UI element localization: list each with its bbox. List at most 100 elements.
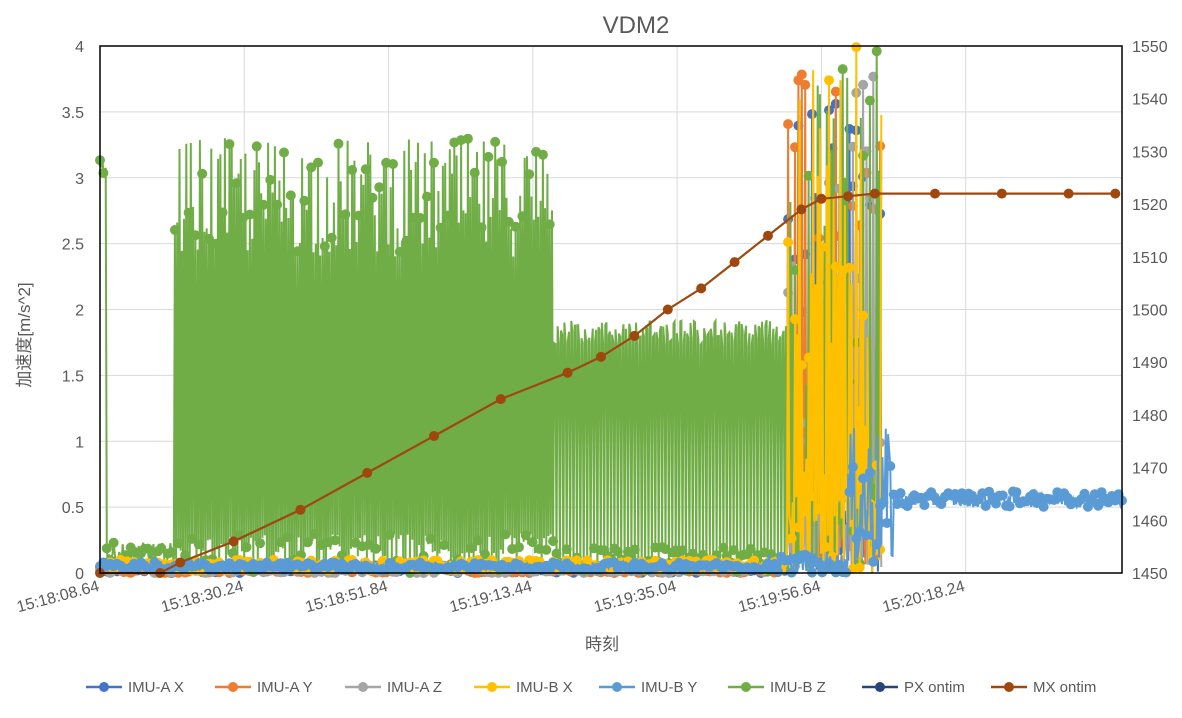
y-axis-ticks: 0 0.5 1 1.5 2 2.5 3 3.5 4 (62, 39, 84, 583)
data-point (790, 314, 800, 325)
data-point (786, 533, 797, 544)
data-point (847, 461, 858, 472)
data-point (353, 210, 364, 221)
data-point (696, 283, 707, 294)
data-point (544, 219, 555, 230)
legend-label: MX ontim (1033, 679, 1096, 696)
data-point (466, 543, 477, 553)
x-tick-label: 15:18:08.64 (15, 578, 101, 616)
y-tick-label: 4 (75, 39, 84, 56)
data-point (796, 69, 807, 80)
data-point (374, 182, 385, 193)
data-point (101, 543, 112, 554)
data-point (244, 209, 255, 220)
legend-item: IMU-B Z (728, 679, 826, 696)
data-point (772, 566, 783, 577)
data-point (255, 538, 266, 549)
data-point (333, 138, 344, 149)
series-mx-ontim (95, 188, 1121, 578)
legend-swatch-marker (487, 682, 497, 692)
data-point (796, 360, 807, 371)
data-point (272, 199, 283, 210)
data-point (991, 498, 1001, 509)
data-point (370, 543, 381, 554)
data-point (514, 542, 524, 553)
data-point (476, 222, 487, 233)
y2-tick-label: 1500 (1132, 303, 1168, 320)
data-point (551, 548, 562, 559)
data-point (299, 195, 310, 206)
data-point (319, 241, 330, 252)
data-point (388, 159, 398, 169)
x-tick-label: 15:19:56.64 (736, 578, 822, 616)
data-point (265, 174, 276, 185)
data-point (728, 545, 739, 556)
data-point (1038, 501, 1049, 512)
data-point (527, 537, 538, 548)
data-point (548, 536, 559, 547)
legend-swatch-marker (875, 682, 885, 692)
legend-swatch-marker (358, 682, 368, 692)
y2-tick-label: 1470 (1132, 461, 1168, 478)
legend-item: IMU-A Y (215, 679, 313, 696)
data-point (745, 543, 756, 554)
data-point (861, 530, 872, 541)
data-point (180, 550, 191, 561)
legend-label: IMU-A Z (387, 679, 442, 696)
data-point (813, 504, 824, 515)
data-point (142, 543, 153, 554)
data-point (292, 246, 303, 257)
data-point (783, 119, 794, 130)
data-point (231, 178, 242, 189)
data-point (258, 199, 269, 210)
legend-item: IMU-A X (86, 679, 184, 696)
data-point (858, 150, 869, 161)
data-point (442, 210, 453, 221)
data-point (108, 537, 119, 548)
series-imu-b-z (95, 46, 886, 578)
data-point (871, 46, 882, 57)
y-tick-label: 1 (75, 434, 84, 451)
x-tick-label: 15:19:13.44 (448, 578, 534, 616)
data-point (881, 518, 892, 528)
data-point (309, 529, 320, 539)
data-point (895, 488, 906, 499)
data-point (251, 141, 262, 152)
data-point (360, 164, 371, 175)
legend: IMU-A X IMU-A Y IMU-A Z IMU-B X IMU-B Y IMU-B… (86, 679, 1096, 696)
data-point (830, 86, 841, 97)
data-point (851, 42, 862, 53)
data-point (769, 558, 780, 569)
data-point (844, 262, 855, 273)
data-point (997, 490, 1008, 501)
data-point (677, 545, 688, 556)
data-point (629, 330, 640, 341)
data-point (302, 537, 313, 548)
data-point (878, 497, 889, 508)
data-point (183, 207, 194, 218)
y-tick-label: 2 (75, 303, 84, 320)
data-point (869, 188, 880, 199)
data-point (193, 539, 204, 550)
data-point (190, 230, 201, 241)
data-point (367, 192, 378, 203)
legend-label: IMU-B X (516, 679, 573, 696)
data-point (394, 246, 405, 257)
data-point (462, 133, 473, 144)
x-axis-ticks: 15:18:08.64 15:18:30.24 15:18:51.84 15:19:1… (15, 578, 967, 616)
data-point (279, 147, 289, 158)
data-point (217, 207, 228, 218)
y-tick-label: 0 (75, 566, 84, 583)
data-point (490, 136, 501, 147)
data-point (517, 211, 528, 222)
data-point (340, 209, 351, 220)
y2-tick-label: 1480 (1132, 408, 1168, 425)
data-point (173, 538, 184, 549)
legend-swatch-marker (228, 682, 238, 692)
data-point (837, 64, 848, 75)
y2-tick-label: 1450 (1132, 566, 1168, 583)
data-point (816, 193, 827, 204)
data-point (176, 250, 187, 261)
data-point (854, 562, 865, 573)
